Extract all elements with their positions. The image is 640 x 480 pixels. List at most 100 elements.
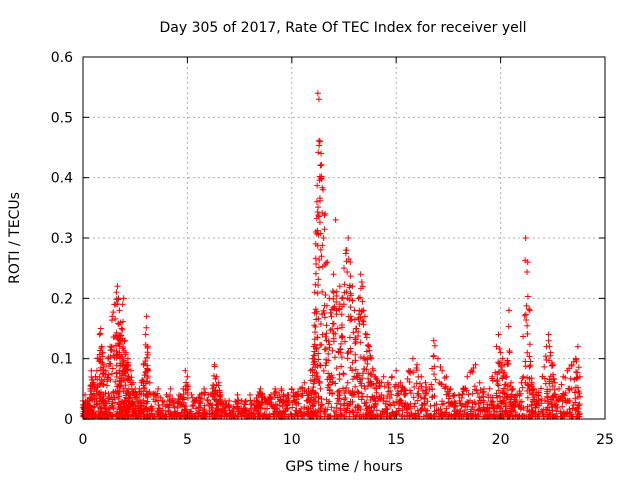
data-point <box>333 288 340 295</box>
data-point <box>419 401 426 408</box>
data-point <box>195 395 202 402</box>
data-point <box>526 306 533 313</box>
y-tick-label: 0.2 <box>51 291 73 307</box>
data-point <box>180 385 187 392</box>
data-point <box>493 343 500 350</box>
data-point <box>141 384 148 391</box>
data-point <box>575 411 582 418</box>
data-point <box>113 362 120 369</box>
data-point <box>398 397 405 404</box>
data-point <box>182 367 189 374</box>
data-point <box>504 409 511 416</box>
data-points <box>80 90 583 420</box>
data-point <box>99 349 106 356</box>
data-point <box>493 392 500 399</box>
data-point <box>410 369 417 376</box>
data-point <box>407 387 414 394</box>
data-point <box>339 303 346 310</box>
data-point <box>529 386 536 393</box>
data-point <box>320 186 327 193</box>
data-point <box>452 400 459 407</box>
data-point <box>415 390 422 397</box>
data-point <box>334 400 341 407</box>
data-point <box>171 397 178 404</box>
data-point <box>480 399 487 406</box>
data-point <box>212 396 219 403</box>
data-point <box>104 378 111 385</box>
data-point <box>190 401 197 408</box>
data-point <box>520 405 527 412</box>
data-point <box>526 363 533 370</box>
data-point <box>181 396 188 403</box>
data-point <box>318 396 325 403</box>
data-point <box>367 371 374 378</box>
data-point <box>354 388 361 395</box>
data-point <box>500 385 507 392</box>
data-point <box>332 216 339 223</box>
data-point <box>364 383 371 390</box>
data-point <box>413 380 420 387</box>
data-point <box>184 383 191 390</box>
data-point <box>508 387 515 394</box>
data-point <box>116 341 123 348</box>
data-point <box>368 355 375 362</box>
data-point <box>312 397 319 404</box>
data-point <box>318 402 324 409</box>
data-point <box>489 373 496 380</box>
data-point <box>360 307 367 314</box>
data-point <box>105 371 112 378</box>
data-point <box>351 391 358 398</box>
data-point <box>318 150 325 157</box>
data-point <box>272 385 279 392</box>
data-point <box>314 182 321 189</box>
data-point <box>317 162 324 169</box>
data-point <box>122 398 129 405</box>
data-point <box>574 369 581 376</box>
data-point <box>326 295 333 302</box>
data-point <box>410 412 417 419</box>
data-point <box>90 379 97 386</box>
data-point <box>337 340 344 347</box>
data-point <box>323 302 330 309</box>
data-point <box>116 307 123 314</box>
data-point <box>390 399 397 406</box>
data-point <box>292 391 299 398</box>
data-point <box>192 397 199 404</box>
data-point <box>551 379 558 386</box>
data-point <box>337 349 344 356</box>
data-point <box>319 331 326 338</box>
data-point <box>109 412 116 419</box>
data-point <box>155 385 162 392</box>
data-point <box>255 408 262 415</box>
data-point <box>404 375 411 382</box>
data-point <box>377 396 384 403</box>
data-point <box>121 337 128 344</box>
data-point <box>259 391 266 398</box>
data-point <box>242 397 249 404</box>
data-point <box>572 395 579 402</box>
data-point <box>549 383 556 390</box>
data-point <box>310 343 317 350</box>
data-point <box>457 400 464 407</box>
data-point <box>230 412 237 419</box>
data-point <box>107 343 114 350</box>
data-point <box>317 230 324 237</box>
data-point <box>146 379 153 386</box>
data-point <box>465 391 472 398</box>
data-point <box>344 379 351 386</box>
data-point <box>188 408 195 415</box>
data-point <box>393 411 400 418</box>
data-point <box>242 401 249 408</box>
data-point <box>335 397 342 404</box>
data-point <box>354 407 361 414</box>
data-point <box>100 397 107 404</box>
data-point <box>142 331 149 338</box>
data-point <box>188 391 195 398</box>
data-point <box>391 402 398 409</box>
data-point <box>538 400 545 407</box>
data-point <box>223 409 230 416</box>
data-point <box>543 343 550 350</box>
data-point <box>370 395 377 402</box>
data-point <box>388 391 395 398</box>
data-point <box>215 379 222 386</box>
